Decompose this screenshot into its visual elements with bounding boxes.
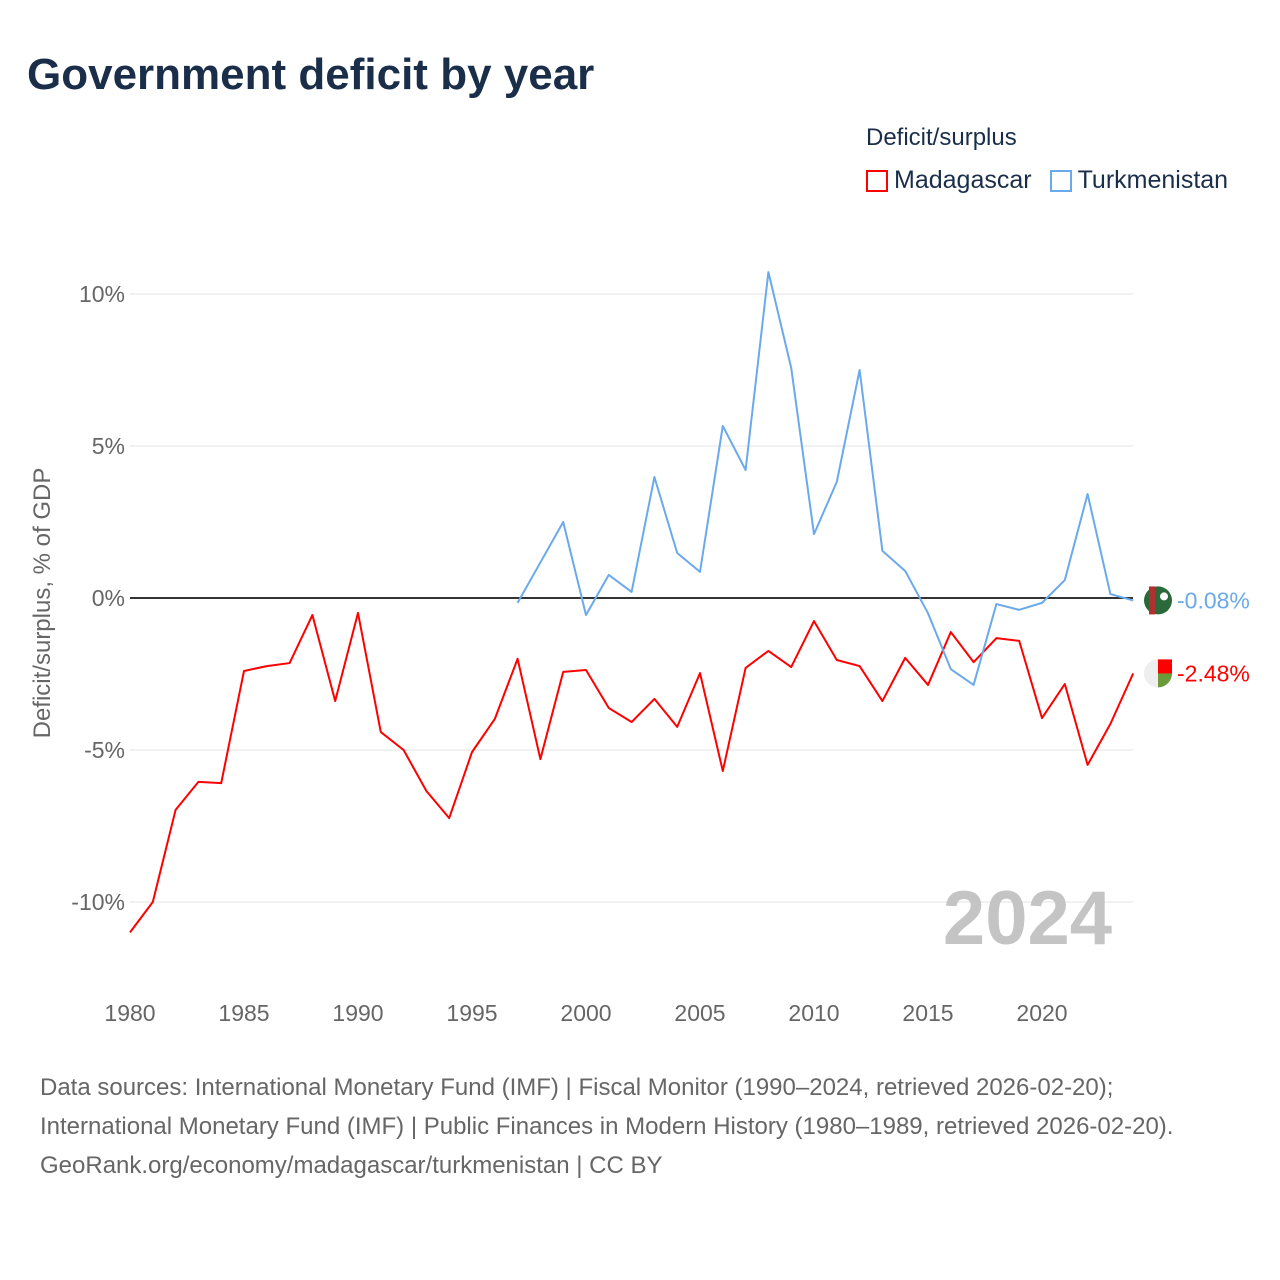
x-tick-label: 1990 xyxy=(332,1000,383,1026)
year-watermark: 2024 xyxy=(943,876,1112,961)
x-tick-label: 2000 xyxy=(560,1000,611,1026)
series-line-madagascar xyxy=(129,611,1135,934)
y-tick-label: 0% xyxy=(92,585,125,611)
y-tick-label: -5% xyxy=(84,737,125,763)
y-tick-label: 10% xyxy=(79,281,125,307)
legend-swatch xyxy=(866,169,888,192)
legend: Madagascar Turkmenistan xyxy=(866,166,1228,195)
x-tick-label: 1985 xyxy=(218,1000,269,1026)
flag-part xyxy=(1149,586,1155,615)
legend-swatch xyxy=(1049,169,1072,192)
y-tick-label: -10% xyxy=(71,889,125,915)
footer: Data sources: International Monetary Fun… xyxy=(40,1068,1240,1185)
flag-part xyxy=(1158,673,1172,688)
y-axis-title: Deficit/surplus, % of GDP xyxy=(29,468,56,739)
flag-icon-madagascar xyxy=(1144,659,1172,688)
end-value-label: -0.08% xyxy=(1177,587,1250,613)
x-tick-label: 1995 xyxy=(446,1000,497,1026)
x-tick-label: 2015 xyxy=(902,1000,953,1026)
y-tick-label: 5% xyxy=(92,433,125,459)
legend-item-turkmenistan[interactable]: Turkmenistan xyxy=(1049,166,1229,195)
x-tick-label: 2010 xyxy=(788,1000,839,1026)
x-tick-label: 1980 xyxy=(104,1000,155,1026)
legend-label: Madagascar xyxy=(894,166,1032,194)
legend-item-madagascar[interactable]: Madagascar xyxy=(866,166,1032,195)
series-line-turkmenistan xyxy=(516,271,1134,686)
chart-title: Government deficit by year xyxy=(27,50,595,99)
flag-part xyxy=(1158,659,1172,674)
legend-label: Turkmenistan xyxy=(1077,166,1229,194)
flag-part xyxy=(1144,586,1172,615)
flag-icon-turkmenistan xyxy=(1144,586,1172,615)
flag-part xyxy=(1160,592,1168,601)
credit-link[interactable]: GeoRank.org/economy/madagascar/turkmenis… xyxy=(40,1152,663,1179)
x-tick-label: 2005 xyxy=(674,1000,725,1026)
x-tick-label: 2020 xyxy=(1016,1000,1067,1026)
data-sources: Data sources: International Monetary Fun… xyxy=(40,1074,1174,1140)
end-value-label: -2.48% xyxy=(1177,660,1250,686)
legend-title: Deficit/surplus xyxy=(866,124,1017,151)
